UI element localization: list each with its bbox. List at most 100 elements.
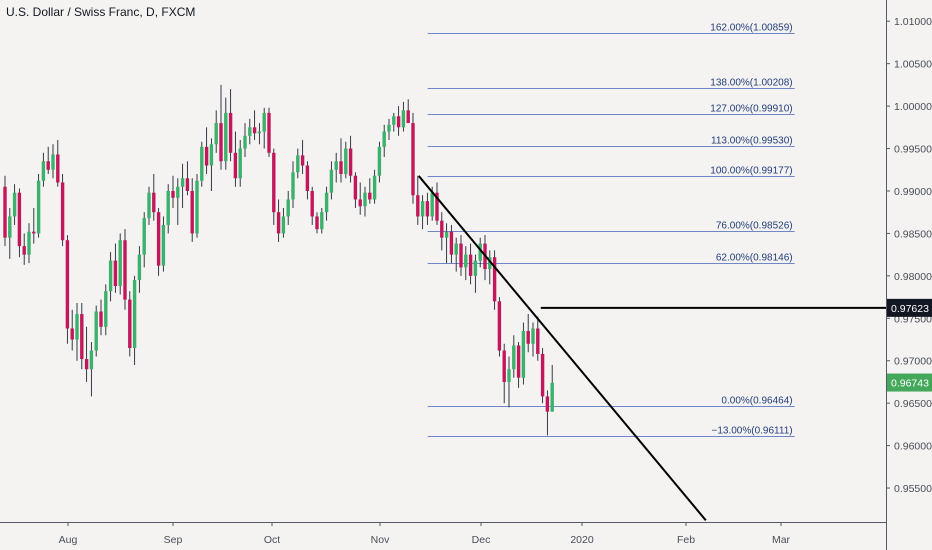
candle-body	[233, 152, 238, 179]
fib-label: 113.00%(0.99530)	[711, 136, 793, 147]
candle-body	[382, 131, 386, 147]
candle-body	[334, 161, 338, 170]
candle-body	[94, 311, 98, 351]
candle-body	[348, 148, 353, 176]
candle-body	[497, 301, 502, 351]
candle-body	[329, 169, 334, 193]
candle-body	[132, 280, 137, 348]
candle-body	[488, 257, 492, 270]
candle-body	[108, 260, 113, 292]
candle-body	[176, 186, 180, 198]
candle-body	[99, 311, 103, 327]
candle-body	[166, 190, 170, 225]
candle-body	[36, 180, 41, 234]
candle-body	[257, 131, 262, 134]
candle-body	[156, 212, 161, 266]
time-tick-label: Dec	[472, 534, 491, 546]
fib-label: 0.00%(0.96464)	[721, 396, 792, 407]
candle-body	[267, 112, 271, 153]
candle-body	[214, 123, 218, 145]
candle-body	[243, 135, 247, 149]
candle-body	[300, 155, 305, 166]
candle-body	[3, 186, 7, 238]
candle-body	[540, 353, 545, 397]
candle-body	[512, 345, 516, 370]
candle-body	[507, 369, 511, 382]
candle-body	[363, 192, 367, 207]
candle-body	[516, 345, 521, 378]
candle-body	[425, 201, 430, 217]
price-tick-label: 0.96500	[894, 398, 932, 410]
price-tick-label: 0.98000	[894, 271, 932, 283]
time-tick-label: Oct	[264, 534, 280, 546]
time-tick-label: Mar	[772, 534, 791, 546]
candle-body	[8, 216, 12, 238]
candle-body	[459, 243, 463, 268]
candle-body	[324, 192, 329, 213]
candle-body	[281, 216, 286, 234]
candle-body	[147, 192, 151, 219]
candle-body	[492, 257, 497, 302]
level-price-label: 0.97623	[891, 303, 929, 315]
candle-body	[449, 231, 454, 255]
candle-body	[502, 350, 506, 382]
candle-body	[209, 144, 214, 166]
candle-body	[392, 116, 396, 125]
candle-body	[152, 192, 156, 213]
candle-body	[478, 243, 482, 261]
candle-body	[200, 146, 204, 181]
candle-body	[531, 328, 535, 344]
candle-body	[315, 216, 319, 230]
candle-body	[51, 154, 55, 170]
price-tick-label: 1.00500	[894, 59, 932, 71]
time-tick-label: Feb	[677, 534, 695, 546]
candle-body	[161, 224, 166, 266]
price-axis	[886, 0, 932, 550]
candle-body	[521, 331, 526, 378]
price-tick-label: 0.95500	[894, 483, 932, 495]
candle-body	[180, 178, 185, 187]
candle-body	[248, 127, 252, 136]
price-tick-label: 0.98500	[894, 228, 932, 240]
candle-body	[296, 155, 300, 173]
candle-body	[22, 246, 26, 255]
fib-label: −13.00%(0.96111)	[712, 426, 793, 437]
candle-body	[468, 254, 473, 276]
candle-body	[435, 192, 439, 221]
candle-body	[272, 152, 276, 213]
candle-body	[185, 178, 190, 191]
candle-body	[75, 314, 79, 340]
candle-body	[137, 254, 142, 281]
fib-label: 76.00%(0.98526)	[716, 221, 793, 232]
price-tick-label: 1.00000	[894, 101, 932, 113]
candle-body	[430, 192, 434, 217]
candle-body	[454, 243, 458, 255]
fib-label: 62.00%(0.98146)	[716, 253, 793, 264]
price-tick-label: 1.01000	[894, 16, 932, 28]
price-tick-label: 0.99000	[894, 186, 932, 198]
candle-body	[536, 328, 540, 354]
candle-body	[320, 212, 324, 230]
price-tick-label: 0.99500	[894, 144, 932, 156]
candle-body	[113, 260, 118, 287]
candle-body	[444, 231, 449, 238]
candle-body	[104, 291, 108, 327]
candle-body	[353, 175, 358, 200]
time-tick-label: Aug	[59, 534, 78, 546]
last-price-label: 0.96743	[891, 378, 929, 390]
candle-body	[46, 161, 50, 170]
time-tick-label: Nov	[371, 534, 390, 546]
candle-body	[420, 201, 425, 217]
candle-body	[368, 192, 372, 200]
candle-body	[219, 123, 223, 162]
candle-body	[142, 218, 146, 255]
candle-body	[372, 175, 377, 200]
candle-body	[401, 110, 406, 128]
candle-body	[195, 180, 199, 234]
candle-body	[464, 254, 468, 268]
fib-label: 100.00%(0.99177)	[710, 166, 792, 177]
candle-body	[377, 146, 382, 176]
candle-body	[123, 240, 127, 300]
